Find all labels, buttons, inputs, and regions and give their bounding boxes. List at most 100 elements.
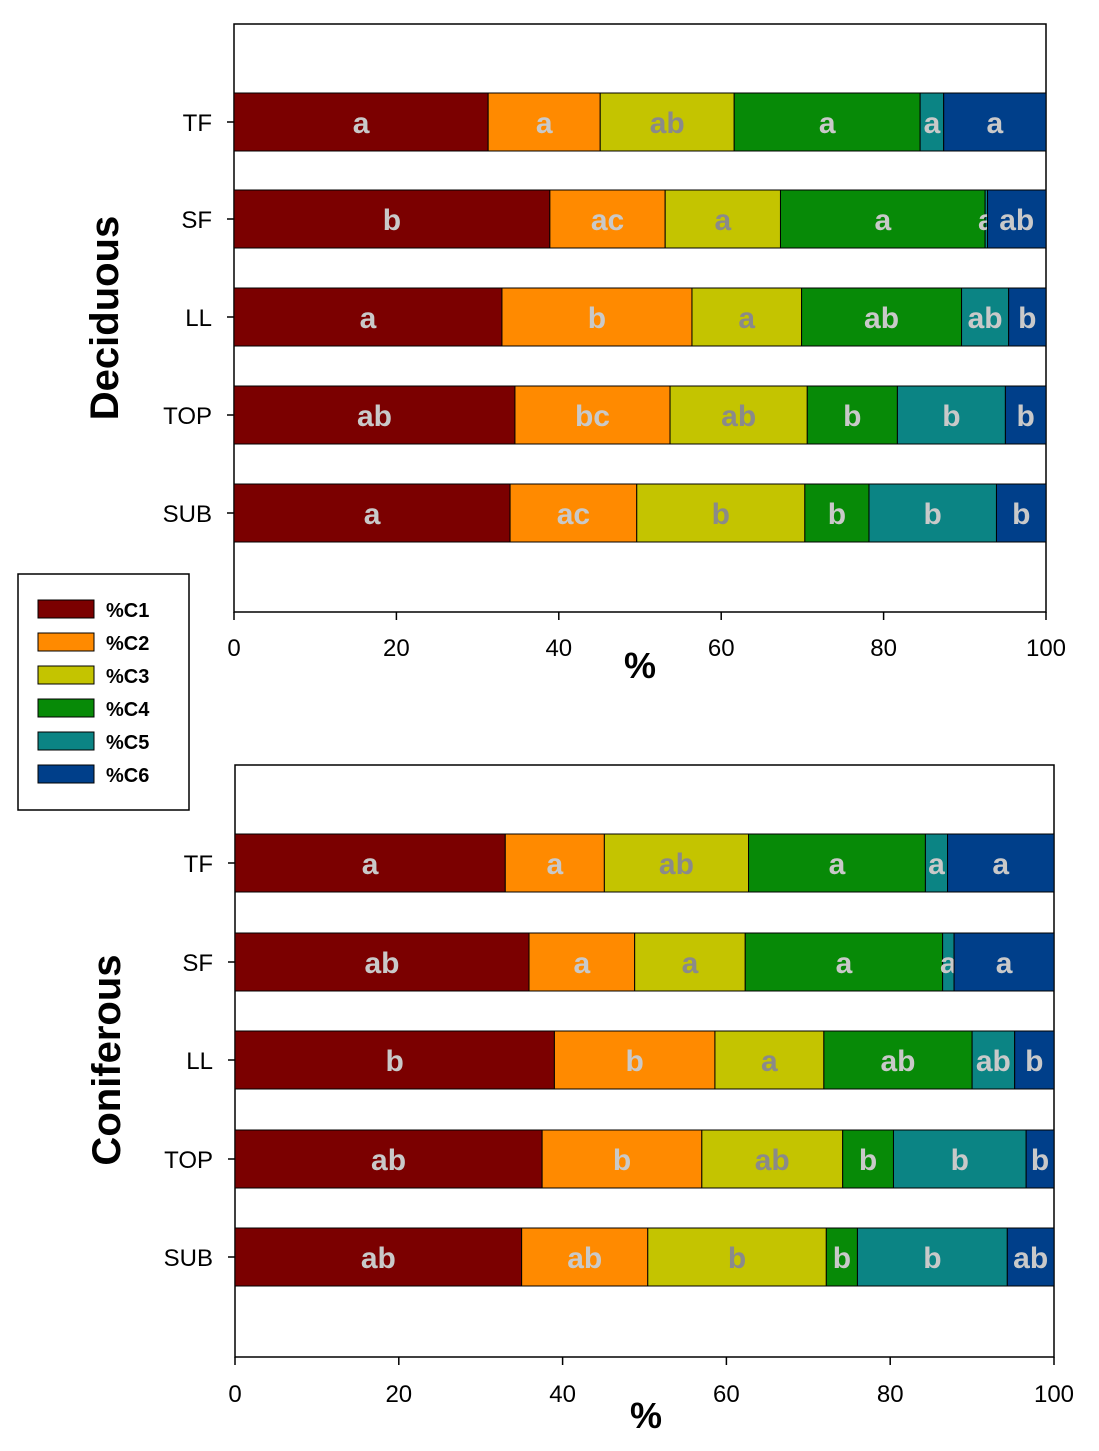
legend-swatch-c3 <box>37 665 95 685</box>
legend-label-c1: %C1 <box>106 600 149 622</box>
legend-label-c5: %C5 <box>106 732 149 754</box>
coniferous-bars: a a ab a a aab a a a a ab b a ab ab bab b ab b b bab ab b b b ab <box>234 833 1055 1287</box>
coniferous-category-label-sub: SUB <box>164 1245 213 1272</box>
deciduous-x-tick-label: 0 <box>227 635 240 662</box>
coniferous-panel: a a ab a a aab a a a a ab b a ab ab bab b ab b b bab ab b b b ab … <box>85 764 1074 1436</box>
deciduous-label-sf-c1: b <box>383 204 401 237</box>
legend-swatch-c1 <box>37 599 95 619</box>
deciduous-bar-ll-c5 <box>961 287 1010 347</box>
coniferous-bar-sf-c3 <box>634 932 746 992</box>
coniferous-label-sf-c6: a <box>996 947 1013 980</box>
deciduous-label-top-c1: ab <box>357 400 392 433</box>
legend-label-c2: %C2 <box>106 633 149 655</box>
coniferous-category-label-top: TOP <box>164 1147 213 1174</box>
coniferous-category-label-sf: SF <box>182 950 213 977</box>
coniferous-bar-top-c5 <box>892 1129 1027 1189</box>
deciduous-label-ll-c2: b <box>588 302 606 335</box>
coniferous-label-tf-c4: a <box>829 848 846 881</box>
legend-swatch-c6 <box>37 764 95 784</box>
deciduous-label-ll-c1: a <box>360 302 377 335</box>
coniferous-label-sf-c1: ab <box>365 947 400 980</box>
coniferous-x-axis: 0 20 40 60 80 100 <box>228 1357 1074 1408</box>
coniferous-label-sf-c4: a <box>836 947 853 980</box>
deciduous-label-sub-c4: b <box>828 498 846 531</box>
coniferous-label-top-c3: ab <box>755 1144 790 1177</box>
coniferous-label-sub-c4: b <box>833 1242 851 1275</box>
deciduous-label-ll-c6: b <box>1018 302 1036 335</box>
deciduous-label-sub-c3: b <box>712 498 730 531</box>
deciduous-label-sub-c1: a <box>364 498 381 531</box>
deciduous-bar-sf-c1 <box>233 189 551 249</box>
coniferous-label-ll-c2: b <box>626 1045 644 1078</box>
deciduous-category-label-sf: SF <box>181 207 212 234</box>
deciduous-label-sf-c4: a <box>874 204 891 237</box>
coniferous-label-ll-c1: b <box>386 1045 404 1078</box>
coniferous-x-tick-label: 100 <box>1034 1381 1074 1408</box>
deciduous-label-ll-c4: ab <box>864 302 899 335</box>
deciduous-bar-sub-c6 <box>995 483 1047 543</box>
coniferous-label-sub-c2: ab <box>567 1242 602 1275</box>
coniferous-bar-sub-c2 <box>521 1227 649 1287</box>
deciduous-label-top-c5: b <box>942 400 960 433</box>
coniferous-label-top-c2: b <box>613 1144 631 1177</box>
deciduous-bar-ll-c1 <box>233 287 503 347</box>
deciduous-bar-sub-c3 <box>636 483 806 543</box>
deciduous-bar-ll-c6 <box>1008 287 1047 347</box>
coniferous-label-tf-c5: a <box>928 848 945 881</box>
coniferous-label-sub-c3: b <box>728 1242 746 1275</box>
coniferous-label-tf-c6: a <box>992 848 1009 881</box>
deciduous-panel: a a ab a a ab ac a a a aba b a ab ab bab bc ab b b ba ac b b b b … <box>83 23 1066 686</box>
legend-swatch-c4 <box>37 698 95 718</box>
deciduous-bar-tf-c6 <box>943 92 1047 152</box>
deciduous-x-tick-label: 80 <box>870 635 897 662</box>
legend-swatch-c5 <box>37 731 95 751</box>
deciduous-bar-sf-c6 <box>987 189 1047 249</box>
deciduous-label-tf-c6: a <box>987 107 1004 140</box>
deciduous-x-tick-label: 20 <box>383 635 410 662</box>
deciduous-bar-sf-c3 <box>664 189 781 249</box>
deciduous-bar-top-c5 <box>896 385 1006 445</box>
deciduous-label-ll-c3: a <box>738 302 755 335</box>
deciduous-label-tf-c5: a <box>924 107 941 140</box>
coniferous-bar-ll-c4 <box>823 1030 973 1090</box>
coniferous-bar-sub-c6 <box>1006 1227 1055 1287</box>
deciduous-category-label-top: TOP <box>163 403 212 430</box>
legend-label-c3: %C3 <box>106 666 149 688</box>
coniferous-bar-ll-c1 <box>234 1030 555 1090</box>
deciduous-label-top-c4: b <box>843 400 861 433</box>
coniferous-bar-sf-c2 <box>528 932 636 992</box>
coniferous-bar-sf-c1 <box>234 932 530 992</box>
coniferous-label-top-c6: b <box>1031 1144 1049 1177</box>
coniferous-panel-title: Coniferous <box>85 954 129 1165</box>
coniferous-bar-top-c4 <box>842 1129 894 1189</box>
deciduous-bar-sf-c2 <box>549 189 666 249</box>
coniferous-label-tf-c1: a <box>362 848 379 881</box>
deciduous-category-label-tf: TF <box>183 110 212 137</box>
deciduous-bar-top-c6 <box>1004 385 1047 445</box>
coniferous-bar-sub-c3 <box>647 1227 827 1287</box>
deciduous-label-sub-c5: b <box>924 498 942 531</box>
deciduous-label-tf-c1: a <box>353 107 370 140</box>
legend-label-c4: %C4 <box>106 699 150 721</box>
deciduous-label-top-c6: b <box>1017 400 1035 433</box>
coniferous-bar-sub-c5 <box>856 1227 1008 1287</box>
coniferous-label-tf-c2: a <box>546 848 563 881</box>
coniferous-label-ll-c5: ab <box>976 1045 1011 1078</box>
coniferous-category-label-tf: TF <box>184 851 213 878</box>
deciduous-label-tf-c3: ab <box>650 107 685 140</box>
deciduous-bar-top-c2 <box>514 385 671 445</box>
deciduous-bar-top-c3 <box>669 385 808 445</box>
coniferous-bar-tf-c6 <box>947 833 1055 893</box>
deciduous-bar-sf-c4 <box>779 189 986 249</box>
coniferous-label-tf-c3: ab <box>659 848 694 881</box>
coniferous-label-sf-c2: a <box>574 947 591 980</box>
coniferous-bar-tf-c3 <box>603 833 750 893</box>
coniferous-bar-ll-c6 <box>1014 1030 1055 1090</box>
coniferous-y-axis: TF SF LL TOP SUB <box>164 851 235 1272</box>
coniferous-x-tick-label: 0 <box>228 1381 241 1408</box>
coniferous-x-tick-label: 20 <box>385 1381 412 1408</box>
coniferous-label-ll-c6: b <box>1025 1045 1043 1078</box>
legend-swatch-c2 <box>37 632 95 652</box>
coniferous-label-sf-c3: a <box>682 947 699 980</box>
